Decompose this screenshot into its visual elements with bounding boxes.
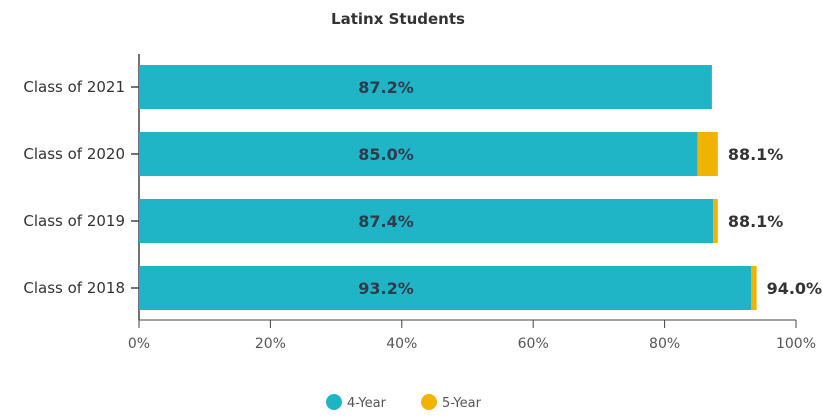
bar-4-year	[139, 132, 698, 176]
x-tick-label: 80%	[649, 336, 680, 352]
bar-4-year	[139, 266, 752, 310]
category-label: Class of 2020	[23, 145, 125, 163]
chart-title: Latinx Students	[331, 10, 465, 28]
legend-marker	[421, 394, 437, 410]
bar-value-label: 87.2%	[358, 78, 414, 97]
bar-value-label: 85.0%	[358, 145, 414, 164]
x-tick-label: 20%	[255, 336, 286, 352]
bar-total-label: 94.0%	[767, 279, 823, 298]
legend: 4-Year 5-Year	[326, 394, 482, 411]
category-label: Class of 2019	[23, 212, 125, 230]
x-tick-label: 40%	[386, 336, 417, 352]
x-ticks: 0% 20% 40% 60% 80% 100%	[128, 86, 816, 352]
bar-5-year	[697, 132, 718, 176]
x-tick-label: 60%	[518, 336, 549, 352]
bar-value-label: 93.2%	[358, 279, 414, 298]
bar-5-year	[751, 266, 757, 310]
bar-total-label: 88.1%	[728, 145, 784, 164]
category-label: Class of 2018	[23, 279, 125, 297]
bar-value-label: 87.4%	[358, 212, 414, 231]
labels-layer: Class of 2021 87.2% Class of 2020 85.0% 88.1…	[23, 78, 822, 298]
bars-layer	[139, 65, 757, 310]
legend-label: 4-Year	[347, 396, 387, 411]
bar-4-year	[139, 65, 712, 109]
bar-total-label: 88.1%	[728, 212, 784, 231]
x-tick-label: 100%	[776, 336, 816, 352]
legend-marker	[326, 394, 342, 410]
bar-5-year	[713, 199, 718, 243]
legend-label: 5-Year	[442, 396, 482, 411]
bar-4-year	[139, 199, 714, 243]
x-tick-label: 0%	[128, 336, 150, 352]
category-label: Class of 2021	[23, 78, 125, 96]
